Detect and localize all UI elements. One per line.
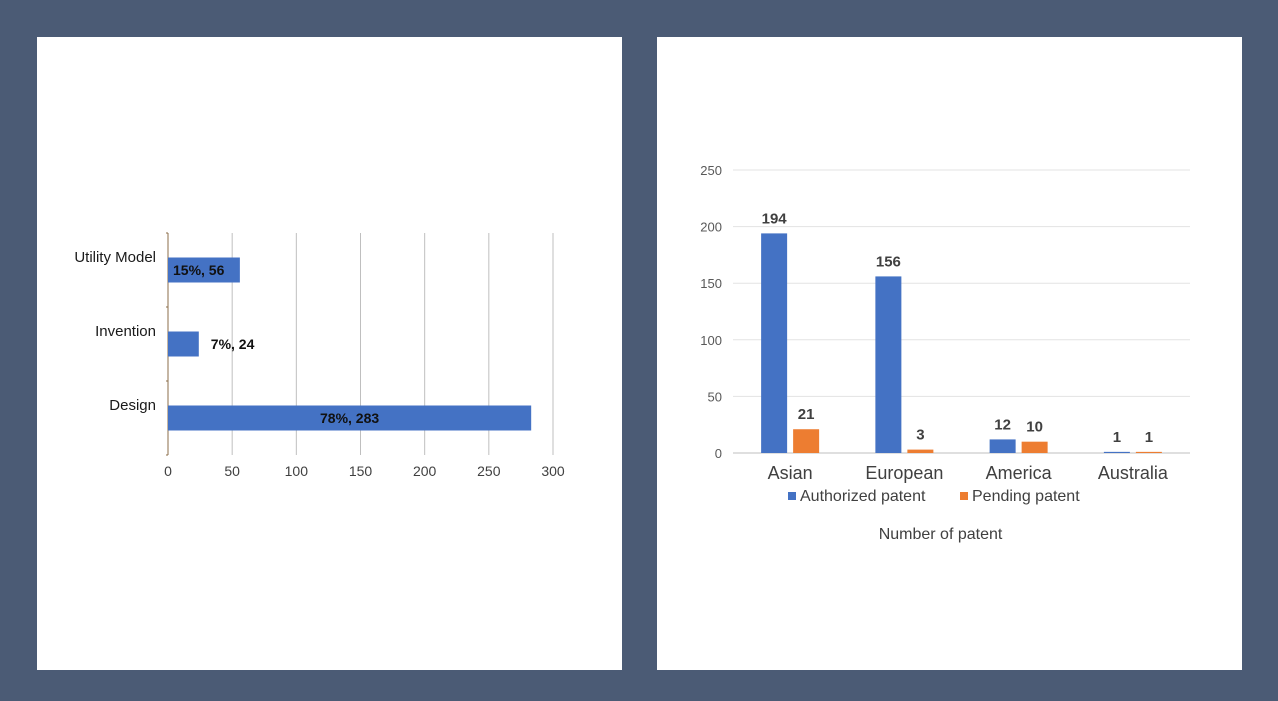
data-label: 1: [1145, 429, 1153, 446]
legend-swatch-authorized-patent: [788, 492, 796, 500]
category-label: European: [865, 463, 943, 483]
x-tick-label: 300: [541, 463, 565, 479]
data-label: 3: [916, 427, 924, 444]
x-tick-label: 50: [224, 463, 240, 479]
data-label: 21: [798, 406, 815, 423]
data-label: 12: [994, 416, 1011, 433]
left-chart-panel: 0 50 100 150 200 250 300 Utility Model 15%, 56 In…: [37, 37, 622, 670]
bar-australia-authorized-patent: [1103, 451, 1130, 453]
y-tick-label: 250: [700, 163, 722, 178]
y-tick-label: 0: [715, 446, 722, 461]
bar-america-authorized-patent: [989, 439, 1016, 453]
category-label: Design: [109, 397, 156, 414]
data-label: 78%, 283: [320, 410, 379, 426]
x-axis-title: Number of patent: [879, 526, 1003, 543]
bar-america-pending-patent: [1021, 441, 1048, 453]
patent-region-bar-chart: 0 50 100 150 200 250 194 21 Asian 156 3 European 12 1…: [700, 163, 1190, 543]
category-label: Australia: [1098, 463, 1169, 483]
x-tick-label: 150: [349, 463, 373, 479]
bar-invention: [168, 331, 199, 357]
data-label: 10: [1026, 419, 1043, 436]
bar-design: [168, 405, 532, 431]
category-label: Invention: [95, 323, 156, 340]
category-label: America: [986, 463, 1053, 483]
legend-label: Pending patent: [972, 488, 1080, 505]
right-chart-panel: 0 50 100 150 200 250 194 21 Asian 156 3 European 12 1…: [657, 37, 1242, 670]
legend-label: Authorized patent: [800, 488, 926, 505]
data-label: 156: [876, 253, 901, 270]
data-label: 15%, 56: [173, 262, 225, 278]
y-tick-label: 150: [700, 276, 722, 291]
bar-utility-model: [168, 257, 240, 283]
y-tick-label: 50: [708, 389, 722, 404]
legend-swatch-pending-patent: [960, 492, 968, 500]
bar-asian-authorized-patent: [761, 233, 788, 453]
data-label: 194: [762, 210, 788, 227]
bar-asian-pending-patent: [793, 429, 820, 453]
data-label: 1: [1113, 429, 1121, 446]
y-tick-label: 200: [700, 220, 722, 235]
x-tick-label: 200: [413, 463, 437, 479]
y-tick-label: 100: [700, 333, 722, 348]
bar-european-authorized-patent: [875, 276, 902, 453]
data-label: 7%, 24: [211, 336, 255, 352]
x-tick-label: 0: [164, 463, 172, 479]
patent-type-bar-chart: 0 50 100 150 200 250 300 Utility Model 15%, 56 In…: [74, 232, 565, 479]
category-label: Utility Model: [74, 249, 156, 266]
category-label: Asian: [768, 463, 813, 483]
bar-european-pending-patent: [907, 449, 934, 453]
x-tick-label: 100: [285, 463, 309, 479]
bar-australia-pending-patent: [1135, 451, 1162, 453]
x-tick-label: 250: [477, 463, 501, 479]
